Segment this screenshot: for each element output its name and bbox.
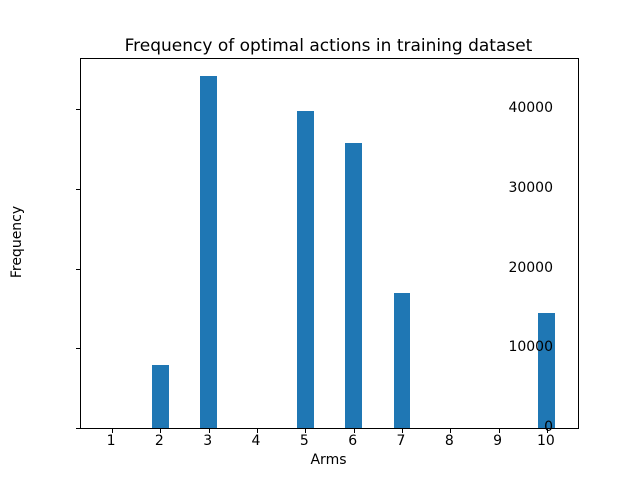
x-tick-label: 4	[251, 433, 261, 449]
x-tick-label: 3	[203, 433, 213, 449]
y-tick-label: 0	[544, 419, 553, 435]
x-tick-label: 8	[444, 433, 454, 449]
x-tick-label: 5	[299, 433, 309, 449]
y-tick-mark	[76, 348, 80, 350]
bar-arm-5	[296, 110, 314, 428]
y-tick-label: 20000	[508, 259, 553, 276]
x-tick-label: 9	[493, 433, 503, 449]
x-tick-mark	[353, 429, 355, 433]
x-tick-label: 2	[154, 433, 164, 449]
x-axis-label: Arms	[310, 452, 347, 468]
x-tick-mark	[257, 429, 259, 433]
x-tick-mark	[112, 429, 114, 433]
y-tick-mark	[76, 428, 80, 429]
y-tick-mark	[76, 188, 80, 190]
bar-arm-7	[393, 292, 411, 428]
chart-title: Frequency of optimal actions in training…	[124, 36, 533, 56]
bar-arm-6	[345, 142, 363, 428]
x-tick-mark	[401, 429, 403, 433]
x-tick-label: 10	[537, 433, 555, 449]
x-tick-mark	[160, 429, 162, 433]
x-tick-label: 7	[396, 433, 406, 449]
x-tick-mark	[498, 429, 500, 433]
x-tick-label: 1	[106, 433, 116, 449]
y-tick-label: 30000	[508, 179, 553, 196]
plot-area	[76, 58, 579, 433]
bar-arm-3	[200, 75, 218, 428]
y-tick-label: 10000	[508, 339, 553, 356]
x-tick-mark	[305, 429, 307, 433]
y-tick-mark	[76, 268, 80, 270]
y-axis-label: Frequency	[9, 205, 25, 279]
y-tick-label: 40000	[508, 100, 553, 117]
bar-arm-2	[151, 365, 169, 428]
bar-arm-10	[538, 313, 556, 428]
x-tick-mark	[450, 429, 452, 433]
x-tick-label: 6	[348, 433, 358, 449]
y-tick-mark	[76, 109, 80, 111]
x-tick-mark	[208, 429, 210, 433]
x-tick-mark	[546, 429, 548, 433]
